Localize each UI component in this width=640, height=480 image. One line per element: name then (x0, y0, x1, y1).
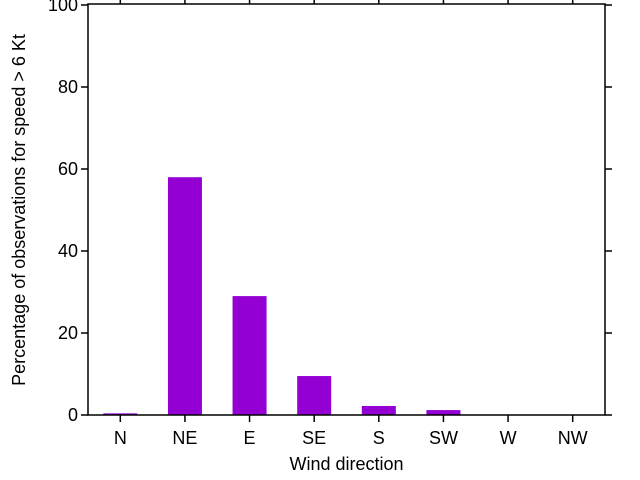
y-axis-title: Percentage of observations for speed > 6… (9, 34, 29, 386)
x-tick-label-sw: SW (429, 428, 458, 448)
x-tick-label-se: SE (302, 428, 326, 448)
x-axis-title: Wind direction (289, 454, 403, 474)
x-tick-label-n: N (114, 428, 127, 448)
x-tick-label-s: S (373, 428, 385, 448)
x-tick-label-w: W (500, 428, 517, 448)
bar-n (103, 413, 138, 415)
bar-e (232, 296, 267, 415)
bar-ne (167, 177, 202, 415)
y-tick-label-80: 80 (58, 77, 78, 97)
y-tick-label-100: 100 (48, 0, 78, 15)
y-tick-label-0: 0 (68, 405, 78, 425)
bar-se (297, 376, 332, 415)
plot-border (87, 3, 606, 416)
x-tick-label-nw: NW (558, 428, 588, 448)
y-tick-label-40: 40 (58, 241, 78, 261)
bar-sw (426, 410, 461, 415)
x-tick-label-e: E (244, 428, 256, 448)
y-tick-label-20: 20 (58, 323, 78, 343)
bar-s (361, 405, 396, 415)
y-tick-label-60: 60 (58, 159, 78, 179)
x-tick-label-ne: NE (172, 428, 197, 448)
